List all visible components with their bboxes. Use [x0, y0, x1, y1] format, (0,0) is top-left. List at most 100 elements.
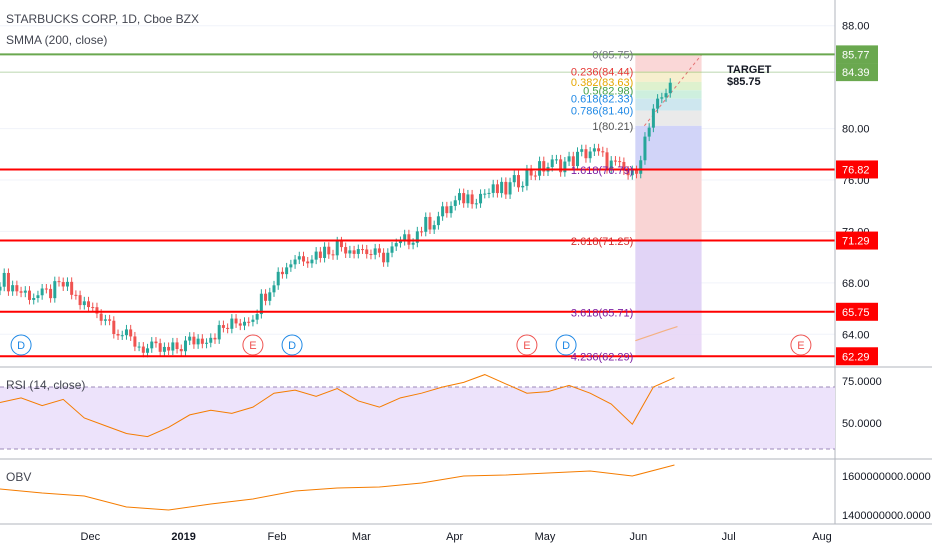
price-marker-tag[interactable]	[836, 302, 878, 321]
candle-body	[141, 346, 145, 353]
price-marker-tag[interactable]	[836, 231, 878, 250]
obv-line	[0, 464, 675, 511]
candle-body	[196, 338, 200, 345]
candle-body	[91, 307, 95, 309]
candle-body	[259, 293, 263, 315]
candle-body	[521, 185, 525, 188]
price-tick-label: 80.00	[842, 124, 870, 136]
candle-body	[318, 251, 322, 258]
candle-body	[280, 271, 284, 275]
candle-body	[529, 169, 533, 176]
earnings-marker[interactable]	[790, 334, 812, 356]
dividend-marker[interactable]	[555, 334, 577, 356]
candle-body	[99, 313, 103, 321]
candle-body	[120, 335, 124, 337]
rsi-tick-50: 50.0000	[842, 418, 882, 430]
candle-body	[272, 285, 276, 293]
candle-body	[276, 271, 280, 286]
candle-body	[217, 325, 221, 340]
candle-body	[369, 254, 373, 256]
candle-body	[32, 298, 36, 300]
candle-body	[592, 148, 596, 152]
candlestick-series	[0, 78, 672, 358]
time-tick-label: Apr	[446, 531, 463, 543]
rsi-band	[0, 387, 835, 449]
fib-level-label: 0.382(83.63)	[571, 77, 633, 89]
time-axis[interactable]: Dec 2019 Feb Mar Apr May Jun Jul Aug	[81, 531, 832, 543]
candle-body	[449, 205, 453, 214]
candle-body	[264, 293, 268, 301]
dividend-marker[interactable]	[10, 334, 32, 356]
candle-body	[175, 342, 179, 350]
candle-body	[664, 93, 668, 98]
price-marker-value: 65.75	[842, 307, 870, 319]
price-axis[interactable]: 88.0080.0076.0072.0068.0064.0085.7784.39…	[836, 21, 878, 366]
candle-body	[124, 329, 128, 336]
candle-body	[327, 246, 331, 255]
candle-body	[23, 290, 27, 293]
candle-body	[2, 272, 6, 287]
candle-body	[580, 149, 584, 152]
price-marker-tag[interactable]	[836, 45, 878, 64]
dividend-marker[interactable]	[281, 334, 303, 356]
candle-body	[302, 256, 306, 262]
candle-body	[11, 285, 15, 292]
candle-body	[226, 327, 230, 329]
price-marker-value: 84.39	[842, 67, 870, 79]
candle-body	[129, 329, 133, 337]
obv-panel[interactable]	[0, 464, 675, 511]
time-tick-label: 2019	[171, 531, 195, 543]
candle-body	[133, 336, 137, 347]
candle-body	[352, 250, 356, 254]
candle-body	[162, 346, 166, 352]
candle-body	[306, 261, 310, 264]
candle-body	[441, 206, 445, 217]
candle-body	[453, 200, 457, 206]
candle-body	[15, 285, 19, 292]
candle-body	[335, 241, 339, 256]
candle-body	[483, 193, 487, 195]
indicator-title[interactable]: SMMA (200, close)	[6, 33, 108, 47]
candle-body	[268, 292, 272, 301]
symbol-title[interactable]: STARBUCKS CORP, 1D, Cboe BZX	[6, 12, 199, 26]
candle-body	[200, 338, 204, 344]
obv-title: OBV	[6, 470, 31, 484]
candle-body	[112, 320, 116, 335]
event-marker-letter: E	[249, 340, 256, 352]
price-marker-tag[interactable]	[836, 347, 878, 366]
earnings-marker[interactable]	[516, 334, 538, 356]
candle-body	[466, 194, 470, 204]
candle-body	[137, 346, 141, 348]
candle-body	[563, 161, 567, 173]
time-tick-label: Jul	[722, 531, 736, 543]
candle-body	[65, 281, 69, 287]
candle-body	[28, 290, 32, 300]
candle-body	[310, 259, 314, 264]
candle-body	[403, 234, 407, 242]
rsi-polyline	[0, 374, 675, 438]
candle-body	[516, 175, 520, 188]
rsi-panel[interactable]	[0, 374, 835, 450]
price-marker-tag[interactable]	[836, 160, 878, 179]
candle-body	[361, 249, 365, 251]
candle-body	[559, 159, 563, 173]
candle-body	[533, 175, 537, 177]
price-marker-tag[interactable]	[836, 63, 878, 82]
grid-lines	[0, 25, 835, 335]
fib-level-label: 3.618(65.71)	[571, 307, 633, 319]
candle-body	[348, 250, 352, 254]
candle-body	[571, 156, 575, 167]
candle-body	[622, 161, 626, 171]
candle-body	[635, 170, 639, 174]
obv-tick-1400: 1400000000.0000	[842, 510, 931, 522]
fib-zone	[635, 54, 702, 72]
candle-body	[44, 288, 48, 290]
candle-body	[19, 291, 23, 293]
candle-body	[221, 325, 225, 328]
fib-level-label: 1.618(76.79)	[571, 165, 633, 177]
candle-body	[0, 286, 2, 291]
candle-body	[285, 267, 289, 275]
candle-body	[289, 264, 293, 268]
earnings-marker[interactable]	[242, 334, 264, 356]
